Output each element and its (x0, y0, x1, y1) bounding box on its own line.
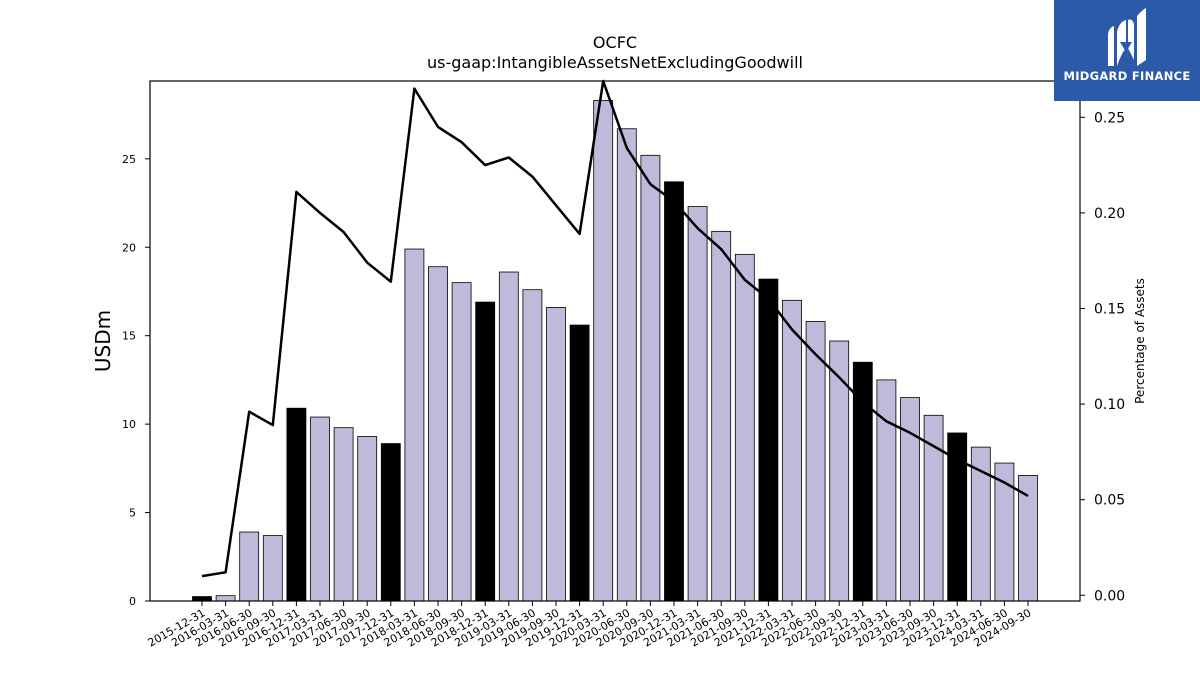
y2-tick-label: 0.00 (1094, 588, 1125, 604)
bar-2020-06-30 (616, 128, 637, 602)
bar-2017-03-31 (310, 416, 330, 602)
y2-tick-label: 0.10 (1094, 397, 1125, 413)
y-tick-label: 25 (122, 153, 136, 166)
brand-logo: MIDGARD FINANCE (1054, 0, 1200, 101)
bar-2020-09-30 (640, 154, 661, 602)
bar-2019-03-31 (498, 271, 519, 602)
bar-2021-06-30 (711, 230, 732, 602)
bar-2019-12-31 (569, 324, 590, 602)
bar-2016-06-30 (239, 531, 260, 602)
bar-2018-06-30 (428, 266, 448, 602)
bar-2022-06-30 (805, 321, 826, 602)
bar-2017-06-30 (333, 427, 354, 602)
y2-tick-label: 0.05 (1094, 493, 1125, 509)
bar-2017-09-30 (357, 436, 378, 602)
brand-name: MIDGARD FINANCE (1063, 69, 1191, 83)
bar-2024-09-30 (1018, 475, 1038, 602)
bar-2021-09-30 (734, 253, 755, 602)
bar-2019-09-30 (546, 306, 566, 602)
bar-2018-03-31 (404, 248, 425, 602)
bar-2023-06-30 (900, 397, 920, 602)
y-tick-label: 15 (122, 330, 136, 343)
bar-2017-12-31 (380, 443, 401, 602)
chart-title: OCFC (593, 33, 637, 52)
bar-2021-03-31 (687, 206, 708, 602)
bar-2016-09-30 (262, 535, 283, 602)
bar-2021-12-31 (758, 278, 779, 602)
plot-frame (149, 80, 1081, 602)
y-tick-label: 20 (122, 241, 136, 254)
bar-2018-12-31 (475, 301, 496, 602)
bar-2018-09-30 (451, 282, 472, 602)
y-tick-label: 5 (129, 507, 136, 520)
bars-group (192, 100, 1038, 602)
line-group (201, 79, 1029, 578)
bar-2022-09-30 (829, 340, 850, 602)
bar-2019-06-30 (522, 289, 543, 602)
bar-2020-12-31 (664, 181, 684, 602)
y2-axis: 0.00 0.05 0.10 0.15 0.20 0.25 (1080, 110, 1125, 604)
bar-2022-12-31 (852, 361, 873, 602)
x-axis: 2015-12-312016-03-312016-06-302016-09-30… (146, 601, 1034, 650)
bar-2020-03-31 (593, 100, 614, 602)
chart-subtitle: us-gaap:IntangibleAssetsNetExcludingGood… (427, 53, 803, 72)
y-tick-label: 0 (129, 595, 136, 608)
y2-tick-label: 0.25 (1094, 110, 1125, 126)
y2-axis-label: Percentage of Assets (1133, 278, 1147, 404)
y-tick-label: 10 (122, 418, 136, 431)
percentage-line (201, 79, 1029, 578)
bar-2016-03-31 (215, 595, 236, 602)
y-axis-label: USDm (91, 310, 115, 372)
bar-2016-12-31 (286, 407, 307, 602)
bar-2022-03-31 (782, 299, 802, 602)
y-axis: 0 5 10 15 20 25 (122, 153, 150, 608)
bar-2023-03-31 (876, 379, 897, 602)
y2-tick-label: 0.20 (1094, 206, 1125, 222)
bar-2015-12-31 (192, 596, 212, 602)
midgard-logo-icon (1108, 8, 1146, 66)
y2-tick-label: 0.15 (1094, 302, 1125, 318)
